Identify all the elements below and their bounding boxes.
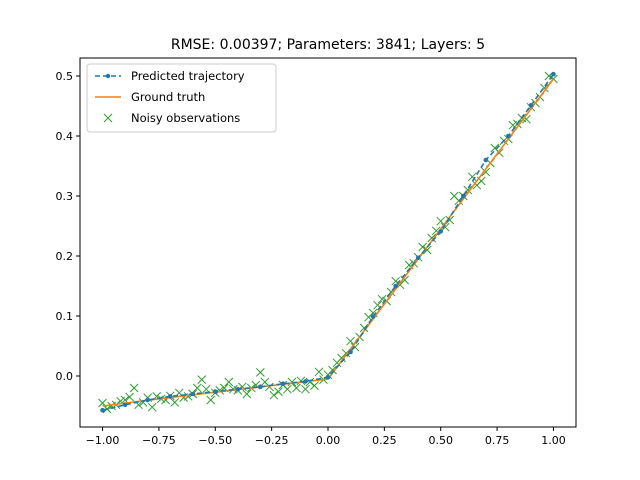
x-axis: −1.00 −0.75 −0.50 −0.25 0.00 0.25 0.50 0.75 1.00 — [86, 427, 566, 447]
noisy-observation-point — [170, 398, 180, 407]
predicted-point — [506, 133, 511, 139]
x-tick-label: 0.50 — [428, 434, 453, 447]
predicted-point — [551, 71, 556, 77]
x-tick-label: 0.25 — [372, 434, 397, 447]
predicted-point — [528, 103, 534, 108]
predicted-point — [438, 229, 444, 234]
predicted-point — [145, 397, 150, 403]
noisy-observation-point — [224, 377, 234, 387]
noisy-observation-point — [242, 389, 252, 399]
series-noisy-observations — [98, 71, 558, 414]
legend-label-predicted: Predicted trajectory — [131, 69, 245, 83]
noisy-observation-point — [125, 392, 134, 402]
plot-area: −1.00 −0.75 −0.50 −0.25 0.00 0.25 0.50 0.75 1.00… — [56, 57, 577, 447]
legend-box — [86, 63, 277, 133]
predicted-point — [280, 381, 286, 387]
predicted-point — [303, 379, 308, 384]
y-tick-label: 0.2 — [56, 250, 74, 263]
predicted-point — [122, 402, 128, 408]
x-tick-label: 0.75 — [485, 434, 510, 447]
noisy-observation-point — [269, 390, 279, 400]
noisy-observation-point — [292, 383, 301, 393]
y-tick-label: 0.3 — [56, 190, 74, 203]
noisy-observation-point — [147, 402, 157, 412]
chart-title: RMSE: 0.00397; Parameters: 3841; Layers:… — [171, 37, 485, 53]
noisy-observation-point — [436, 216, 446, 226]
noisy-observation-point — [427, 233, 437, 243]
predicted-point — [235, 386, 241, 392]
x-tick-label: 1.00 — [541, 434, 566, 447]
predicted-point — [460, 193, 466, 199]
x-tick-label: −0.50 — [198, 434, 232, 447]
noisy-observation-point — [287, 377, 297, 387]
x-tick-label: −1.00 — [86, 434, 120, 447]
noisy-observation-point — [522, 114, 531, 124]
noisy-observation-point — [467, 172, 477, 182]
y-tick-label: 0.4 — [56, 130, 74, 143]
noisy-observation-point — [310, 381, 319, 390]
legend-label-ground-truth: Ground truth — [131, 90, 205, 104]
noisy-observation-point — [328, 365, 337, 375]
predicted-point — [167, 394, 173, 399]
noisy-observation-point — [346, 336, 355, 346]
noisy-observation-point — [215, 386, 225, 395]
series-predicted-trajectory — [100, 71, 556, 413]
legend-entry-predicted: Predicted trajectory — [95, 69, 245, 83]
noisy-observation-point — [274, 387, 283, 396]
noisy-observation-point — [206, 395, 216, 405]
predicted-point — [348, 349, 353, 355]
predicted-point — [212, 389, 218, 394]
noisy-observation-point — [314, 367, 324, 377]
legend-marker-predicted — [105, 73, 111, 79]
noisy-observation-point — [440, 222, 450, 232]
noisy-observation-point — [422, 245, 432, 255]
x-tick-label: −0.25 — [255, 434, 289, 447]
series-layer — [98, 71, 558, 414]
predicted-point — [325, 374, 331, 380]
predicted-point — [370, 314, 376, 319]
y-tick-label: 0.1 — [56, 310, 74, 323]
noisy-observation-point — [301, 384, 310, 394]
legend-entry-ground-truth: Ground truth — [95, 90, 205, 104]
noisy-observation-point — [481, 167, 491, 177]
noisy-observation-point — [197, 375, 207, 384]
legend-entry-noisy: Noisy observations — [103, 111, 240, 125]
x-tick-label: 0.00 — [316, 434, 341, 447]
predicted-point — [190, 391, 196, 397]
noisy-observation-point — [445, 215, 455, 225]
predicted-point — [258, 384, 263, 390]
legend: Predicted trajectory Ground truth Noisy … — [86, 63, 277, 133]
predicted-point — [100, 407, 105, 413]
noisy-observation-point — [192, 383, 202, 393]
predicted-point — [483, 157, 489, 163]
legend-marker-noisy — [103, 113, 113, 123]
noisy-observation-point — [265, 382, 274, 392]
legend-label-noisy: Noisy observations — [131, 111, 240, 125]
noisy-observation-point — [296, 376, 306, 386]
y-axis: 0.0 0.1 0.2 0.3 0.4 0.5 — [56, 70, 80, 383]
noisy-observation-point — [256, 368, 265, 377]
predicted-point — [393, 283, 398, 289]
y-tick-label: 0.5 — [56, 70, 74, 83]
predicted-point — [415, 255, 421, 261]
x-tick-label: −0.75 — [142, 434, 176, 447]
noisy-observation-point — [129, 383, 139, 393]
noisy-observation-point — [359, 323, 369, 333]
noisy-observation-point — [283, 384, 292, 394]
y-tick-label: 0.0 — [56, 370, 74, 383]
